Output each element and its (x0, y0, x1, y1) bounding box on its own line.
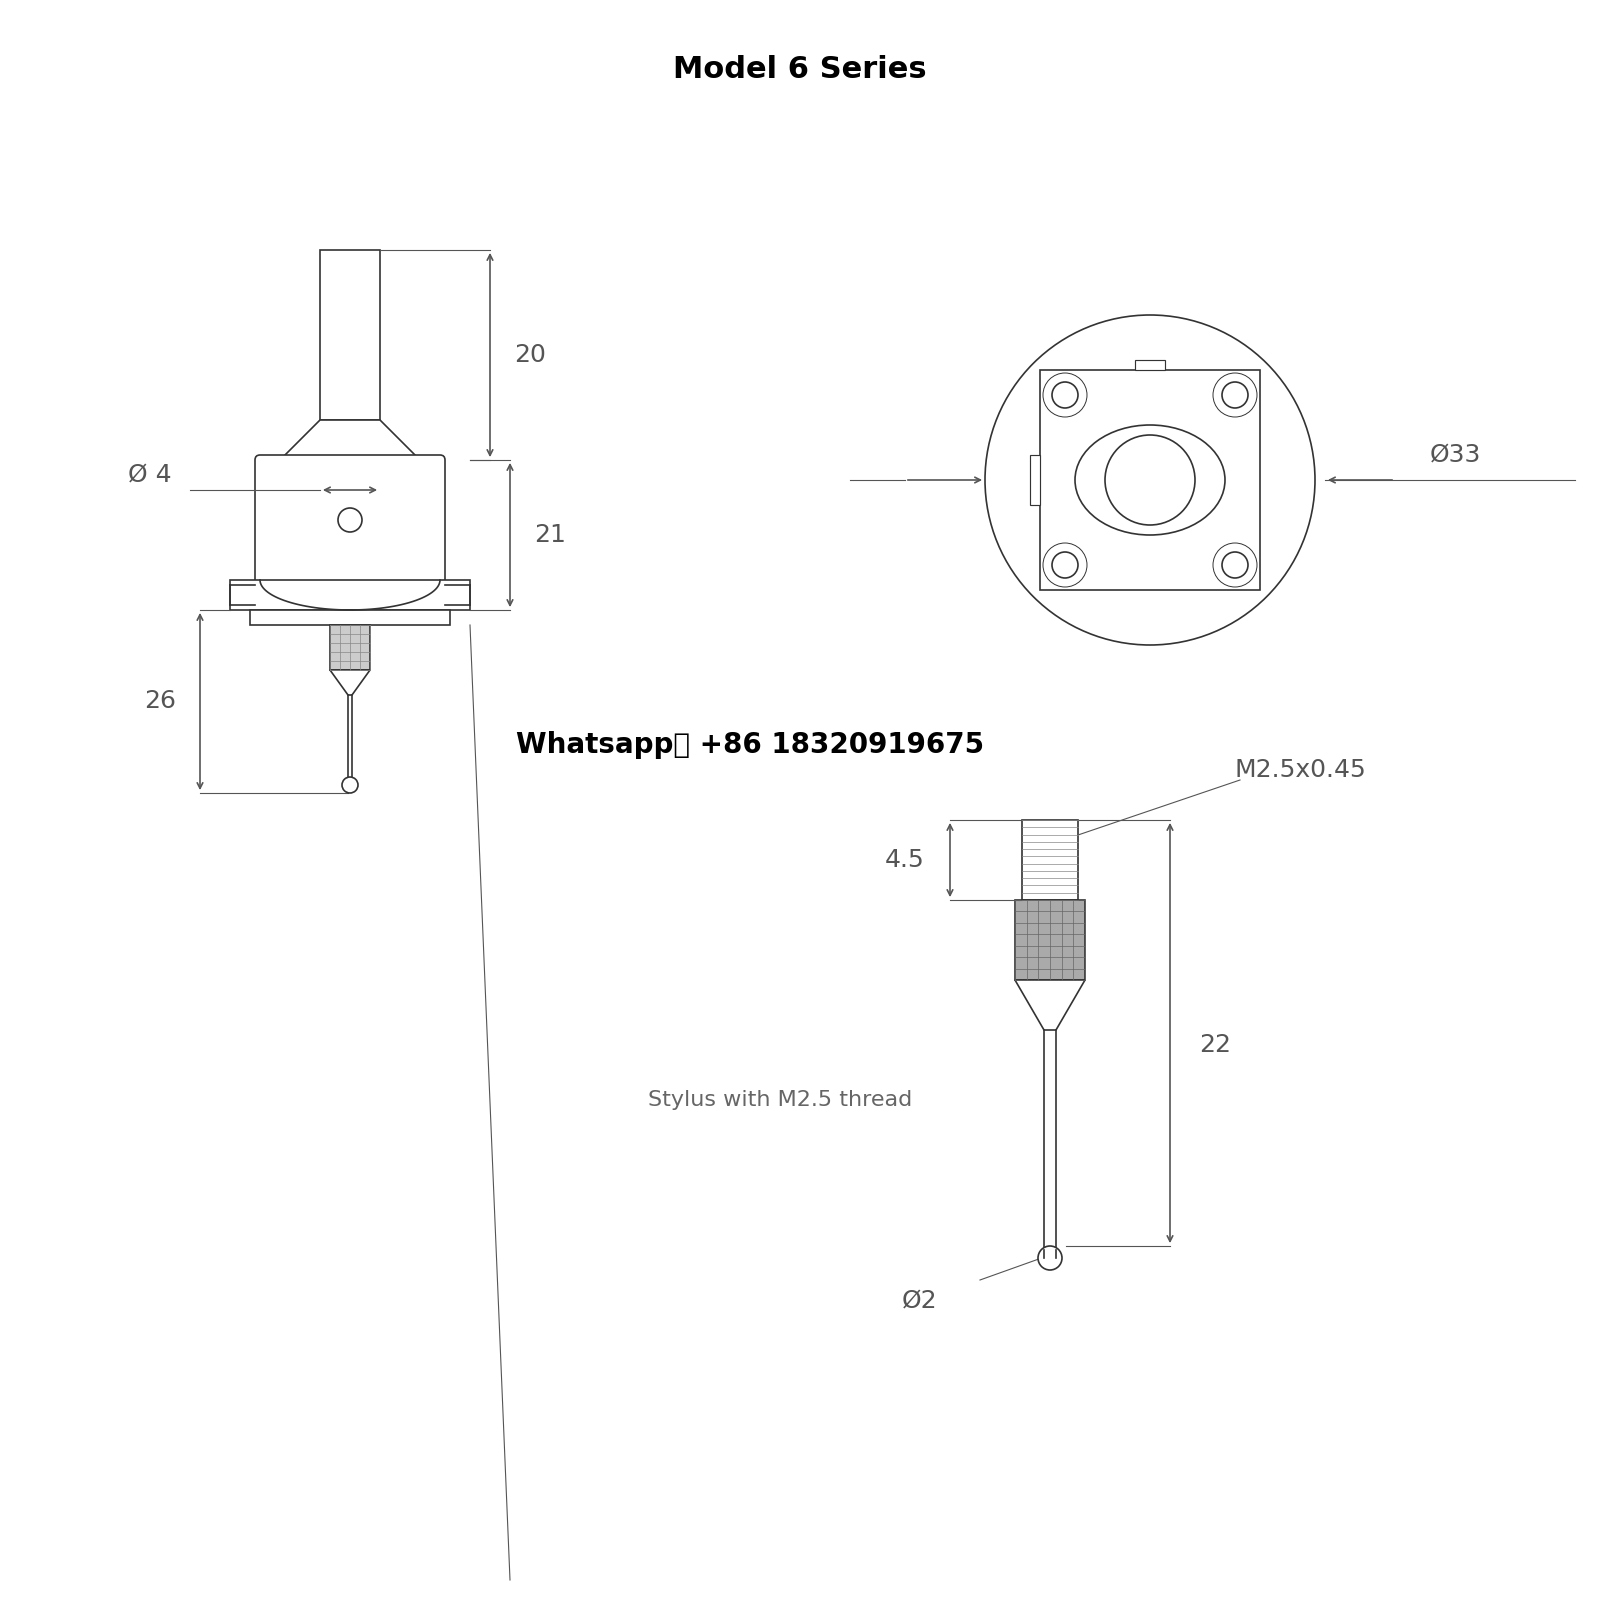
Circle shape (986, 315, 1315, 645)
Circle shape (1043, 373, 1086, 418)
Circle shape (1053, 552, 1078, 578)
Text: Stylus with M2.5 thread: Stylus with M2.5 thread (648, 1090, 912, 1110)
Text: Model 6 Series: Model 6 Series (674, 56, 926, 85)
Polygon shape (1014, 979, 1085, 1030)
Polygon shape (330, 670, 370, 694)
Text: Ø2: Ø2 (902, 1288, 938, 1312)
Bar (1134, 360, 1165, 370)
Bar (1014, 899, 1085, 979)
Bar (1022, 819, 1078, 899)
Circle shape (1213, 542, 1258, 587)
FancyBboxPatch shape (254, 454, 445, 586)
Circle shape (1106, 435, 1195, 525)
Text: 22: 22 (1198, 1034, 1230, 1058)
Circle shape (1043, 542, 1086, 587)
Circle shape (338, 509, 362, 531)
Bar (1030, 454, 1040, 506)
Text: 21: 21 (534, 523, 566, 547)
Polygon shape (280, 419, 419, 461)
Text: M2.5x0.45: M2.5x0.45 (1234, 758, 1366, 782)
Circle shape (1222, 382, 1248, 408)
Text: 26: 26 (144, 690, 176, 714)
Bar (1040, 370, 1261, 590)
Circle shape (1222, 552, 1248, 578)
Text: 20: 20 (514, 342, 546, 366)
Bar (330, 626, 370, 670)
Text: Ø 4: Ø 4 (128, 462, 171, 486)
Text: Whatsapp： +86 18320919675: Whatsapp： +86 18320919675 (515, 731, 984, 758)
Circle shape (1038, 1246, 1062, 1270)
Bar (230, 581, 470, 610)
Bar (320, 250, 381, 419)
Ellipse shape (1075, 426, 1226, 534)
Circle shape (1053, 382, 1078, 408)
Text: Ø33: Ø33 (1429, 443, 1480, 467)
Circle shape (342, 778, 358, 794)
Circle shape (1213, 373, 1258, 418)
Text: 4.5: 4.5 (885, 848, 925, 872)
Bar (250, 610, 450, 626)
